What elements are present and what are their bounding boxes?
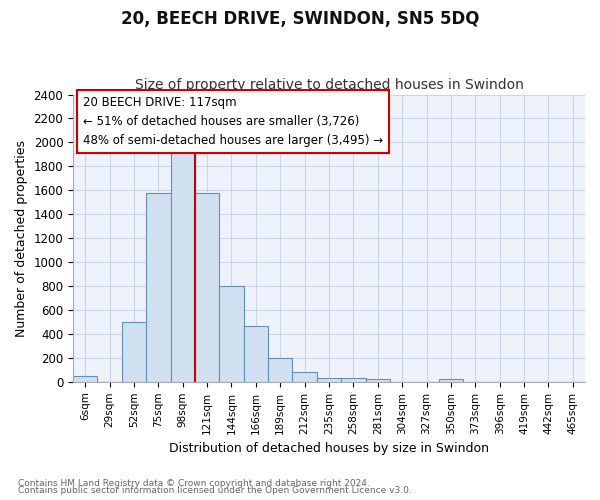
Bar (268, 358, 292, 382)
Bar (341, 378, 365, 382)
Bar (292, 372, 317, 382)
Title: Size of property relative to detached houses in Swindon: Size of property relative to detached ho… (134, 78, 523, 92)
Bar (122, 322, 146, 382)
Bar (365, 380, 390, 382)
Bar (220, 286, 244, 382)
Y-axis label: Number of detached properties: Number of detached properties (15, 140, 28, 336)
Bar (317, 378, 341, 382)
X-axis label: Distribution of detached houses by size in Swindon: Distribution of detached houses by size … (169, 442, 489, 455)
Text: Contains public sector information licensed under the Open Government Licence v3: Contains public sector information licen… (18, 486, 412, 495)
Text: 20 BEECH DRIVE: 117sqm
← 51% of detached houses are smaller (3,726)
48% of semi-: 20 BEECH DRIVE: 117sqm ← 51% of detached… (83, 96, 383, 147)
Bar (146, 192, 170, 382)
Bar (73, 376, 97, 382)
Bar (170, 148, 195, 382)
Bar (244, 326, 268, 382)
Bar (195, 192, 220, 382)
Text: 20, BEECH DRIVE, SWINDON, SN5 5DQ: 20, BEECH DRIVE, SWINDON, SN5 5DQ (121, 10, 479, 28)
Text: Contains HM Land Registry data © Crown copyright and database right 2024.: Contains HM Land Registry data © Crown c… (18, 478, 370, 488)
Bar (439, 380, 463, 382)
